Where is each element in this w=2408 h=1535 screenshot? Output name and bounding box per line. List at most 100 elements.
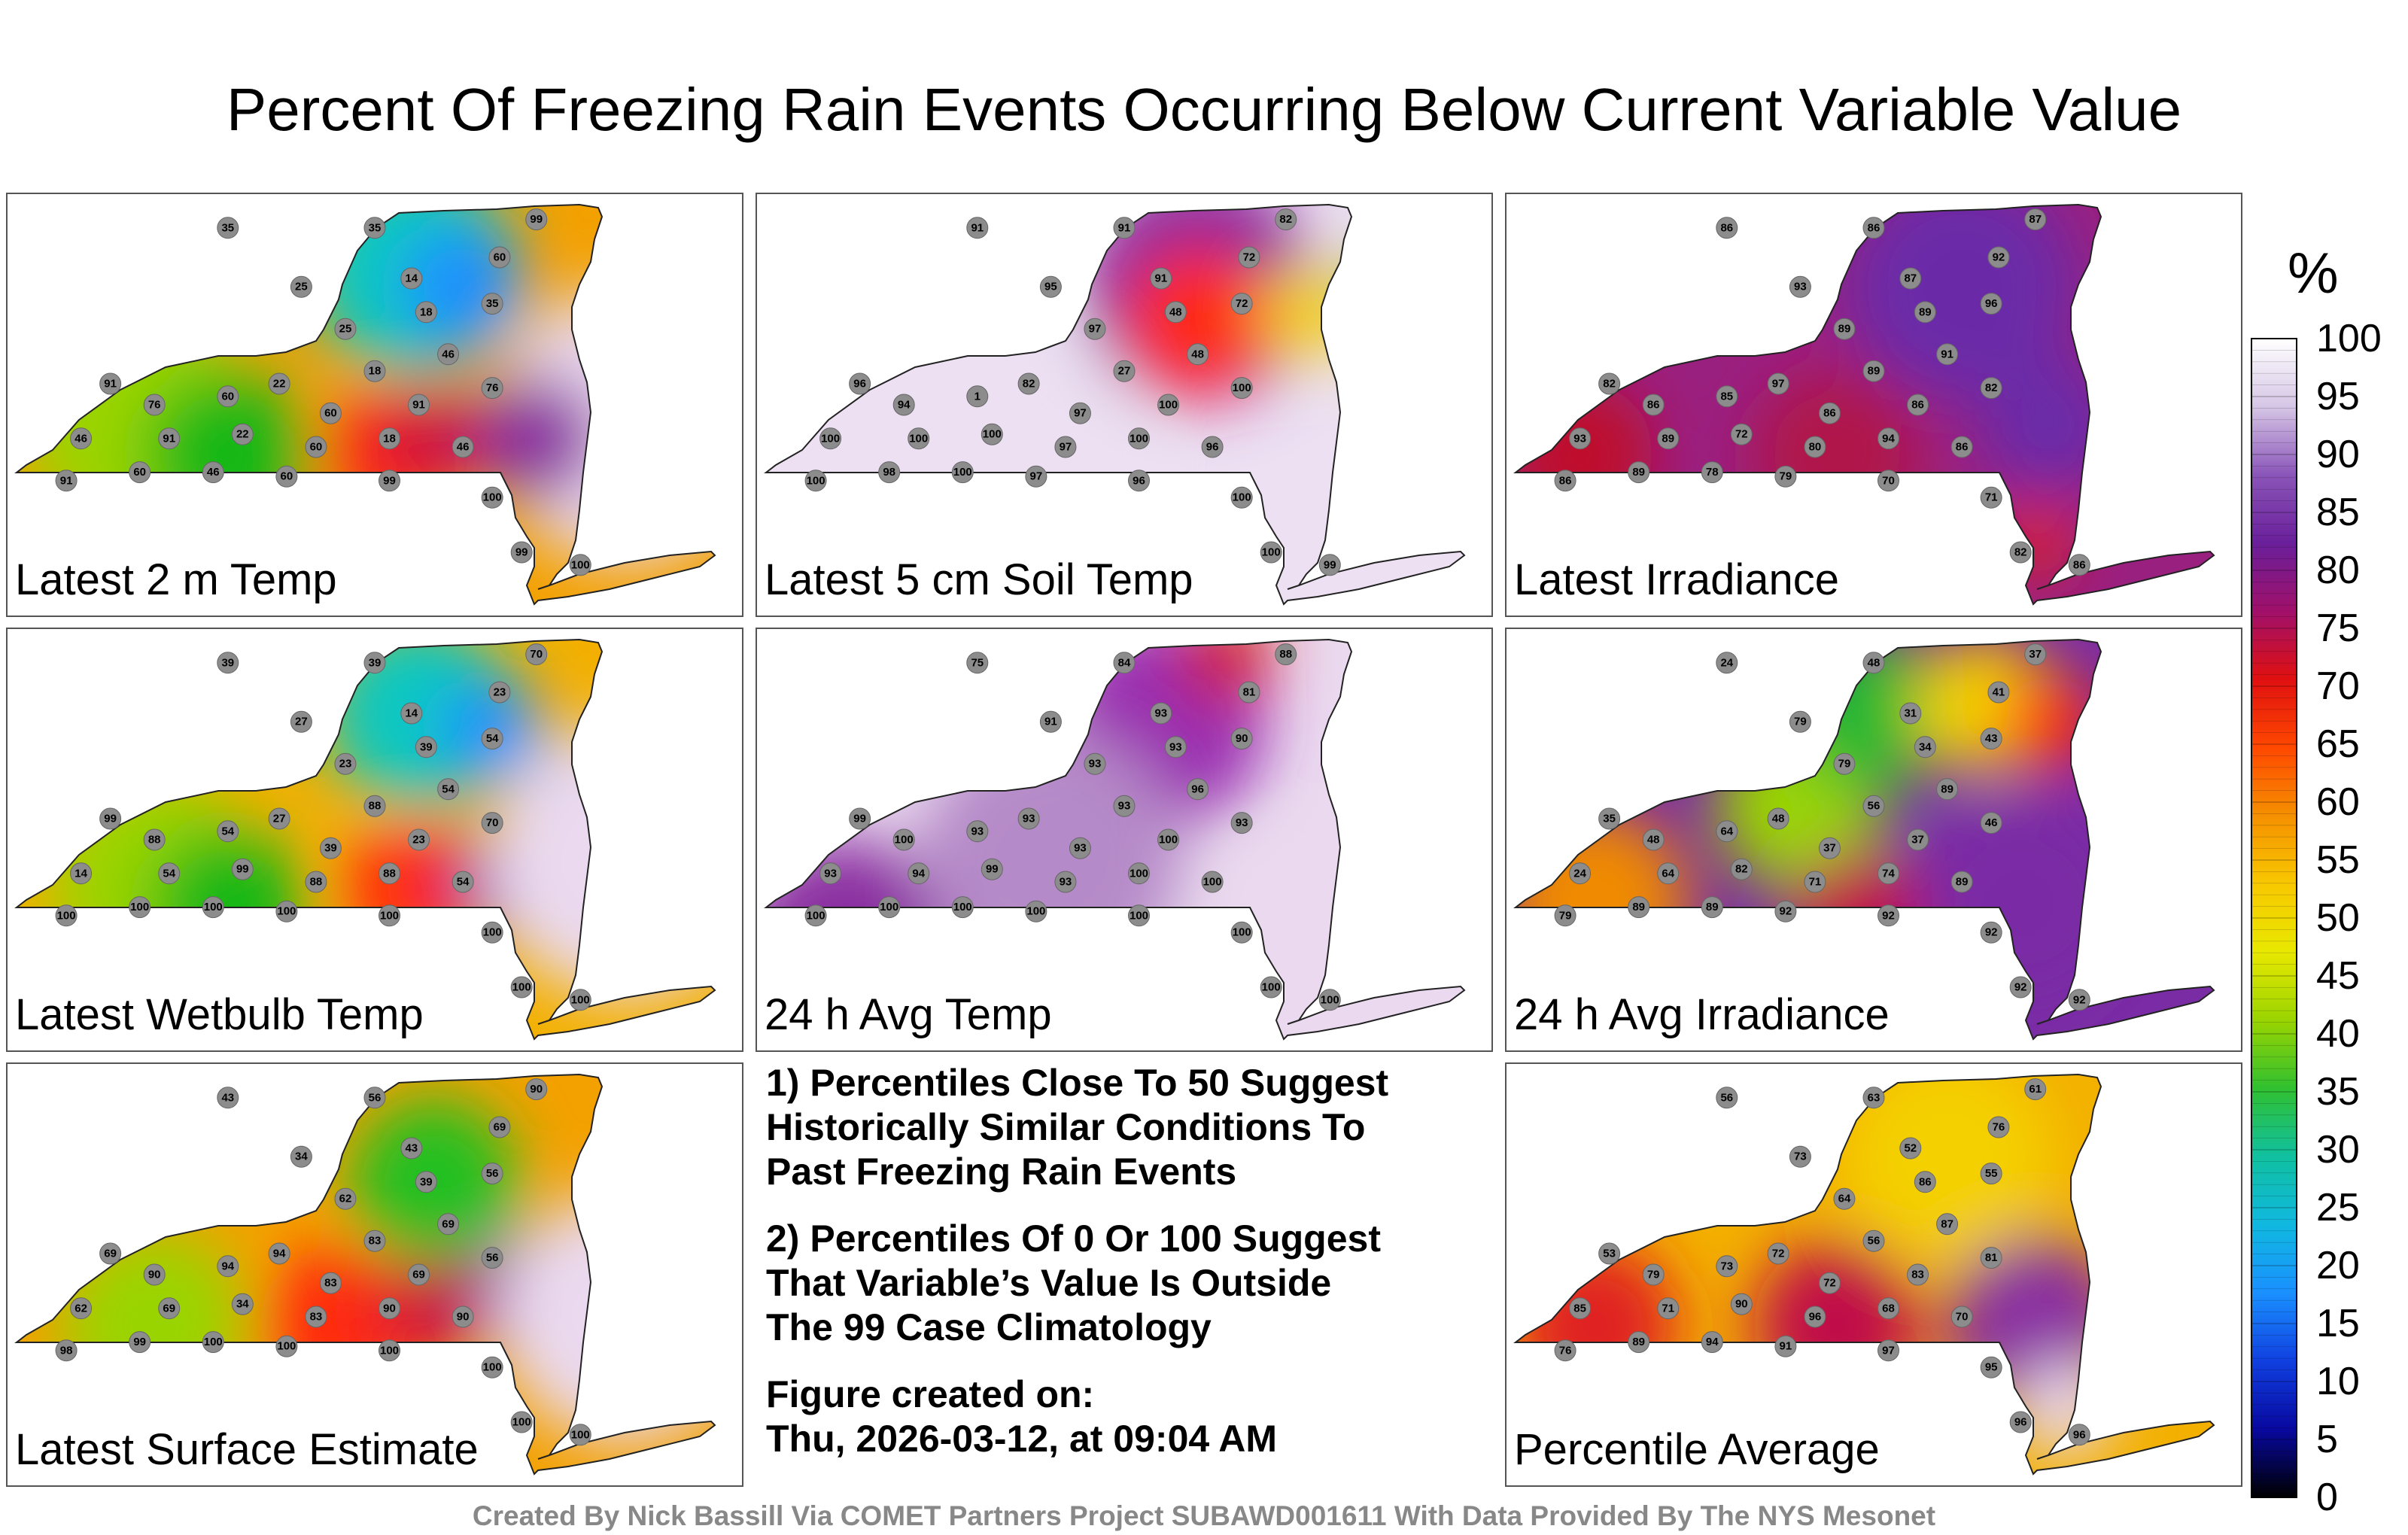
station-marker: 91 xyxy=(99,372,122,395)
svg-text:43: 43 xyxy=(405,1142,418,1155)
ny-state-map: 24 48 37 41 79 31 79 34 43 48 56 89 35 48 64 37 37 46 24 64… xyxy=(1513,638,2215,1041)
svg-text:100: 100 xyxy=(571,558,590,571)
percentile-field xyxy=(766,640,1464,1039)
svg-text:93: 93 xyxy=(1089,758,1102,771)
svg-text:60: 60 xyxy=(494,251,506,264)
svg-text:31: 31 xyxy=(1904,707,1917,720)
svg-text:24: 24 xyxy=(1720,656,1733,669)
station-marker: 100 xyxy=(569,1424,591,1446)
svg-text:74: 74 xyxy=(1882,867,1895,880)
svg-text:90: 90 xyxy=(148,1269,161,1281)
station-marker: 64 xyxy=(1657,862,1680,885)
station-marker: 99 xyxy=(510,541,533,564)
svg-text:81: 81 xyxy=(1985,1251,1998,1264)
colorbar-tick-label: 30 xyxy=(2316,1128,2360,1172)
svg-text:100: 100 xyxy=(204,1336,223,1348)
ny-state-map: 43 56 90 69 34 43 62 39 56 94 83 69 69 90 94 83 69 56 62 69… xyxy=(14,1073,716,1476)
station-marker: 84 xyxy=(1113,652,1136,674)
station-marker: 43 xyxy=(400,1137,423,1160)
svg-text:69: 69 xyxy=(494,1121,506,1134)
station-marker: 94 xyxy=(892,394,915,416)
svg-text:83: 83 xyxy=(324,1277,337,1290)
svg-text:64: 64 xyxy=(1838,1193,1851,1205)
station-marker: 18 xyxy=(379,427,401,450)
station-marker: 97 xyxy=(1877,1339,1900,1362)
svg-text:91: 91 xyxy=(1154,272,1167,285)
colorbar-tick-label: 100 xyxy=(2316,317,2382,360)
svg-text:41: 41 xyxy=(1993,686,2005,699)
ny-state-map: 91 91 82 72 95 91 97 48 72 82 27 48 96 94 1 97 100 100 100… xyxy=(764,203,1466,606)
svg-text:91: 91 xyxy=(1780,1340,1792,1353)
svg-text:100: 100 xyxy=(983,428,1002,441)
svg-text:97: 97 xyxy=(1772,378,1785,391)
panel-label: Latest 5 cm Soil Temp xyxy=(765,555,1193,604)
station-marker: 86 xyxy=(1818,402,1841,424)
svg-text:92: 92 xyxy=(1882,909,1895,922)
svg-text:72: 72 xyxy=(1823,1277,1836,1290)
map-panel: 56 63 61 76 73 52 64 86 55 72 56 87 53 79 73 72 83 81 85 71… xyxy=(1505,1062,2242,1487)
station-marker: 82 xyxy=(1598,372,1621,395)
percentile-field xyxy=(1516,205,2214,604)
field-blob xyxy=(400,223,527,351)
station-marker: 64 xyxy=(1833,1187,1856,1210)
svg-text:71: 71 xyxy=(1662,1302,1674,1315)
svg-text:100: 100 xyxy=(483,926,502,939)
svg-text:100: 100 xyxy=(1321,993,1339,1006)
svg-text:48: 48 xyxy=(1647,834,1660,847)
station-marker: 54 xyxy=(437,778,460,801)
svg-text:82: 82 xyxy=(2014,546,2027,559)
svg-text:37: 37 xyxy=(1823,842,1836,855)
station-marker: 48 xyxy=(1187,343,1209,366)
panel-label: 24 h Avg Temp xyxy=(765,990,1052,1039)
svg-text:54: 54 xyxy=(457,876,470,889)
station-marker: 86 xyxy=(1914,1171,1936,1193)
svg-text:60: 60 xyxy=(324,407,337,420)
station-marker: 100 xyxy=(951,896,974,919)
station-marker: 72 xyxy=(1238,246,1260,269)
svg-text:97: 97 xyxy=(1089,323,1102,336)
station-marker: 37 xyxy=(2024,643,2047,666)
svg-text:23: 23 xyxy=(412,834,425,847)
svg-text:100: 100 xyxy=(1262,981,1281,994)
svg-text:93: 93 xyxy=(1060,876,1072,889)
station-marker: 34 xyxy=(290,1145,312,1168)
svg-text:99: 99 xyxy=(1324,558,1336,571)
station-marker: 100 xyxy=(202,1331,224,1354)
svg-text:34: 34 xyxy=(295,1150,308,1163)
state-outline xyxy=(1513,1073,2215,1476)
station-marker: 18 xyxy=(415,301,437,324)
svg-text:35: 35 xyxy=(1603,813,1616,825)
svg-text:43: 43 xyxy=(1985,732,1998,745)
station-marker: 93 xyxy=(1569,427,1592,450)
percentile-field xyxy=(17,640,715,1039)
station-marker: 79 xyxy=(1554,904,1576,927)
svg-text:100: 100 xyxy=(57,909,76,922)
svg-text:79: 79 xyxy=(1780,470,1792,483)
svg-text:71: 71 xyxy=(1985,491,1998,504)
station-marker: 96 xyxy=(2009,1411,2032,1433)
svg-text:89: 89 xyxy=(1632,466,1645,479)
svg-text:35: 35 xyxy=(486,297,499,310)
station-marker: 94 xyxy=(268,1242,290,1265)
panel-label: Latest 2 m Temp xyxy=(15,555,337,604)
station-marker: 79 xyxy=(1833,752,1856,775)
station-marker: 90 xyxy=(143,1263,166,1286)
station-marker: 60 xyxy=(275,465,298,488)
station-marker: 79 xyxy=(1774,465,1797,488)
station-marker: 69 xyxy=(158,1297,181,1320)
station-marker: 93 xyxy=(1069,837,1091,859)
colorbar-tick-label: 80 xyxy=(2316,549,2360,592)
station-marker: 54 xyxy=(451,871,474,893)
station-marker: 27 xyxy=(290,710,312,733)
station-marker: 22 xyxy=(268,372,290,395)
station-marker: 81 xyxy=(1238,681,1260,704)
svg-text:100: 100 xyxy=(483,491,502,504)
station-marker: 91 xyxy=(1150,267,1172,290)
station-marker: 99 xyxy=(1318,554,1341,576)
svg-text:84: 84 xyxy=(1118,656,1131,669)
colorbar-tick-label: 20 xyxy=(2316,1244,2360,1287)
station-marker: 23 xyxy=(408,828,430,851)
station-marker: 76 xyxy=(1554,1339,1576,1362)
svg-text:100: 100 xyxy=(204,901,223,913)
station-marker: 82 xyxy=(1017,372,1040,395)
